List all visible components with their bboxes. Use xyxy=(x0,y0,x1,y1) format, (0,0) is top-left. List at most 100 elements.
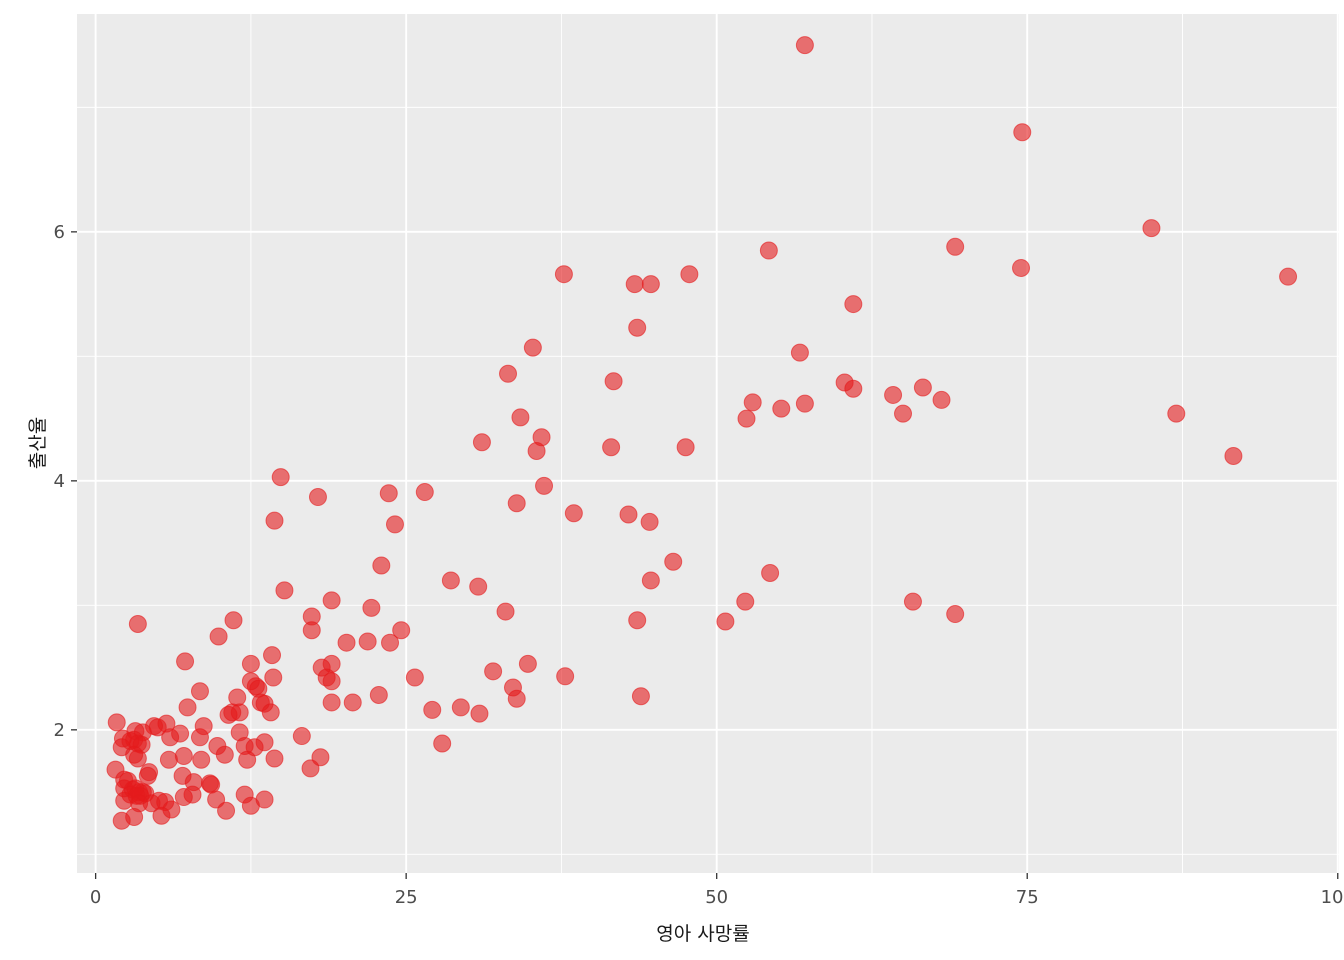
data-point xyxy=(190,728,209,747)
axis-tick-labels: 0 25 50 75 100 2 4 6 xyxy=(54,222,1344,908)
data-point xyxy=(1167,404,1186,423)
data-point xyxy=(405,668,424,687)
data-point xyxy=(884,385,903,404)
data-point xyxy=(470,704,489,723)
x-tick-label: 25 xyxy=(395,887,418,908)
data-point xyxy=(265,511,284,530)
data-point xyxy=(178,698,197,717)
x-tick-label: 0 xyxy=(90,887,101,908)
data-point xyxy=(619,505,638,524)
data-point xyxy=(1012,258,1031,277)
data-point xyxy=(790,343,809,362)
data-point xyxy=(381,633,400,652)
data-points xyxy=(106,36,1298,830)
data-point xyxy=(523,338,542,357)
data-point xyxy=(564,504,583,523)
data-point xyxy=(641,571,660,590)
data-point xyxy=(631,687,650,706)
data-point xyxy=(174,746,193,765)
y-tick-label: 4 xyxy=(54,471,65,492)
data-point xyxy=(224,611,243,630)
data-point xyxy=(451,698,470,717)
data-point xyxy=(716,612,735,631)
data-point xyxy=(469,577,488,596)
data-point xyxy=(379,484,398,503)
major-gridlines xyxy=(77,14,1339,873)
data-point xyxy=(215,745,234,764)
data-point xyxy=(484,662,503,681)
data-point xyxy=(369,685,388,704)
data-point xyxy=(152,806,171,825)
data-point xyxy=(112,811,131,830)
data-point xyxy=(759,241,778,260)
data-point xyxy=(761,563,780,582)
data-point xyxy=(527,441,546,460)
data-point xyxy=(743,393,762,412)
data-point xyxy=(292,727,311,746)
data-point xyxy=(441,571,460,590)
data-point xyxy=(903,592,922,611)
x-axis-title: 영아 사망률 xyxy=(656,923,749,945)
data-point xyxy=(302,621,321,640)
data-point xyxy=(640,512,659,531)
data-point xyxy=(772,399,791,418)
data-point xyxy=(535,476,554,495)
data-point xyxy=(275,581,294,600)
data-point xyxy=(423,700,442,719)
data-point xyxy=(322,591,341,610)
data-point xyxy=(628,318,647,337)
data-point xyxy=(604,372,623,391)
data-point xyxy=(372,556,391,575)
data-point xyxy=(115,791,134,810)
data-point xyxy=(415,483,434,502)
data-point xyxy=(190,682,209,701)
data-point xyxy=(507,689,526,708)
data-point xyxy=(362,598,381,617)
data-point xyxy=(337,633,356,652)
data-point xyxy=(311,748,330,767)
x-tick-label: 50 xyxy=(705,887,728,908)
data-point xyxy=(664,552,683,571)
data-point xyxy=(192,750,211,769)
data-point xyxy=(946,237,965,256)
data-point xyxy=(913,378,932,397)
data-point xyxy=(499,364,518,383)
data-point xyxy=(844,295,863,314)
data-point xyxy=(241,654,260,673)
data-point xyxy=(202,775,221,794)
data-point xyxy=(385,515,404,534)
data-point xyxy=(128,615,147,634)
data-point xyxy=(241,796,260,815)
data-point xyxy=(641,275,660,294)
data-point xyxy=(518,654,537,673)
data-point xyxy=(602,438,621,457)
data-point xyxy=(392,621,411,640)
y-tick-label: 6 xyxy=(54,222,65,243)
data-point xyxy=(736,592,755,611)
data-point xyxy=(795,36,814,55)
data-point xyxy=(308,488,327,507)
data-point xyxy=(217,801,236,820)
data-point xyxy=(1279,267,1298,286)
data-point xyxy=(511,408,530,427)
data-point xyxy=(472,433,491,452)
data-point xyxy=(265,749,284,768)
data-point xyxy=(264,668,283,687)
data-point xyxy=(946,605,965,624)
data-point xyxy=(176,652,195,671)
data-point xyxy=(496,602,515,621)
data-point xyxy=(219,705,238,724)
data-point xyxy=(844,379,863,398)
data-point xyxy=(680,265,699,284)
data-point xyxy=(932,390,951,409)
data-point xyxy=(433,734,452,753)
minor-gridlines xyxy=(77,14,1339,873)
data-point xyxy=(271,468,290,487)
data-point xyxy=(556,667,575,686)
data-point xyxy=(676,438,695,457)
x-tick-label: 100 xyxy=(1321,887,1344,908)
data-point xyxy=(161,728,180,747)
data-point xyxy=(1013,123,1032,142)
y-axis-title: 출산율 xyxy=(27,417,49,469)
